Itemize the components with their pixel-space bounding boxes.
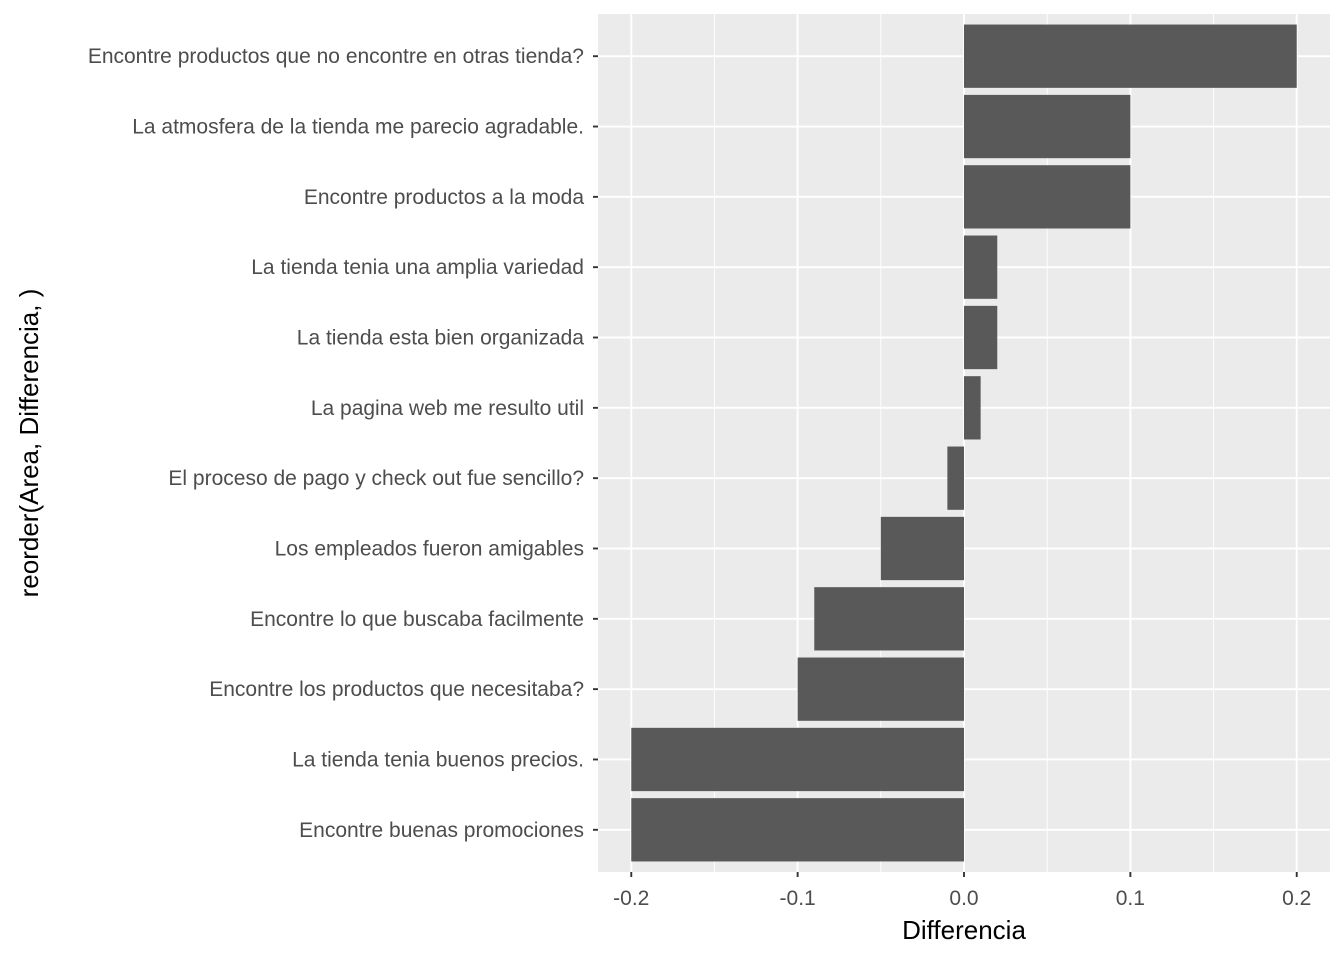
x-tick-label: 0.1 bbox=[1116, 887, 1145, 910]
x-tick-label: -0.2 bbox=[613, 887, 649, 910]
x-tick-label: 0.2 bbox=[1282, 887, 1311, 910]
bar bbox=[880, 516, 964, 581]
y-axis-title: reorder(Area, Differencia, ) bbox=[14, 289, 44, 598]
y-tick-label: El proceso de pago y check out fue senci… bbox=[168, 467, 584, 490]
y-tick-label: Encontre lo que buscaba facilmente bbox=[250, 608, 584, 631]
y-tick-label: Encontre los productos que necesitaba? bbox=[209, 678, 584, 701]
x-axis-title: Differencia bbox=[902, 915, 1026, 945]
y-tick-label: La tienda tenia una amplia variedad bbox=[251, 256, 584, 279]
bar bbox=[964, 24, 1297, 88]
bar bbox=[631, 727, 964, 792]
y-tick-label: La atmosfera de la tienda me parecio agr… bbox=[132, 116, 584, 139]
bar bbox=[964, 165, 1131, 229]
y-tick-label: La tienda tenia buenos precios. bbox=[292, 748, 584, 771]
y-tick-label: Encontre buenas promociones bbox=[299, 819, 584, 842]
bar bbox=[947, 446, 964, 510]
bar bbox=[964, 305, 998, 370]
bar bbox=[797, 657, 964, 721]
y-tick-label: La tienda esta bien organizada bbox=[297, 327, 585, 350]
bar bbox=[814, 587, 964, 651]
x-tick-label: 0.0 bbox=[949, 887, 978, 910]
bar bbox=[964, 235, 998, 299]
y-tick-label: Los empleados fueron amigables bbox=[275, 537, 584, 560]
y-tick-label: Encontre productos que no encontre en ot… bbox=[88, 45, 584, 68]
bar bbox=[964, 376, 981, 440]
x-tick-label: -0.1 bbox=[780, 887, 816, 910]
bar bbox=[631, 798, 964, 862]
y-tick-label: Encontre productos a la moda bbox=[304, 186, 584, 209]
y-tick-label: La pagina web me resulto util bbox=[311, 397, 584, 420]
bar bbox=[964, 94, 1131, 159]
